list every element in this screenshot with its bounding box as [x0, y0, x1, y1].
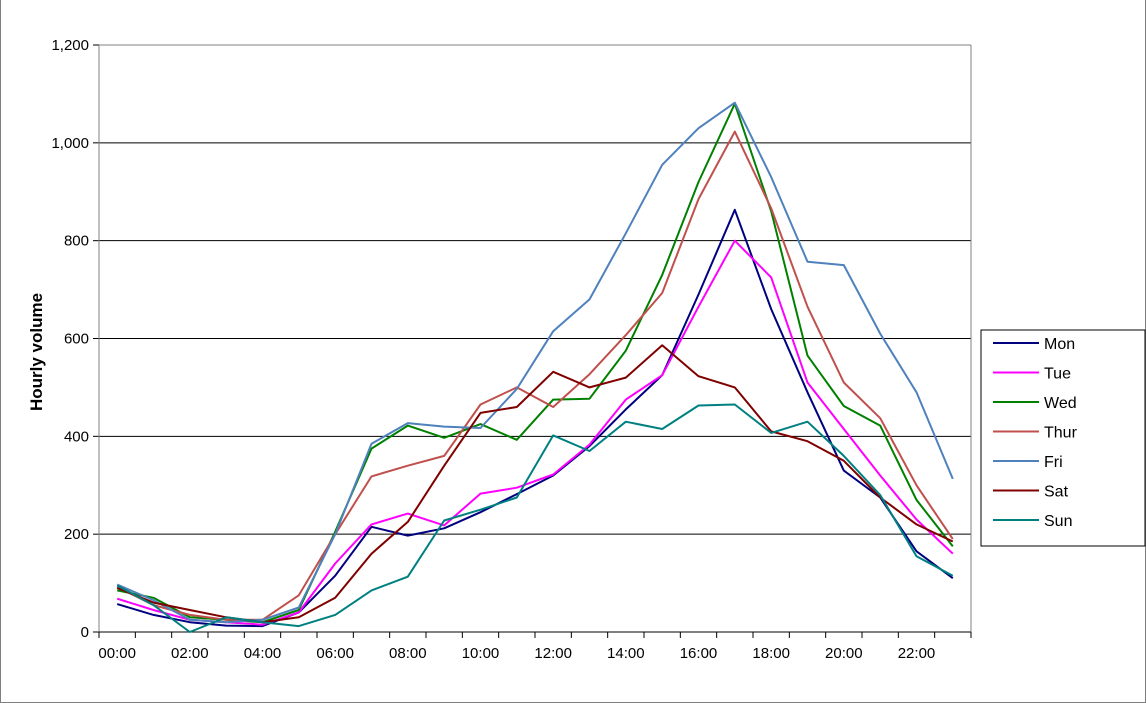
y-tick-labels: 0 200 400 600 800 1,000 1,200 [51, 37, 89, 641]
series-line-thur [116, 130, 954, 621]
legend-box [980, 329, 1146, 547]
x-tick-label: 04:00 [244, 645, 282, 662]
legend-items: Mon Tue Wed Thur Fri Sat Sun [993, 336, 1078, 530]
legend-label-mon: Mon [1044, 336, 1075, 353]
x-tick-label: 06:00 [316, 645, 354, 662]
legend-label-wed: Wed [1044, 395, 1077, 412]
y-tick-label: 0 [81, 624, 89, 641]
x-tick-label: 10:00 [462, 645, 500, 662]
series-line-tue [116, 239, 954, 626]
series-lines [116, 101, 954, 633]
x-tick-label: 02:00 [171, 645, 209, 662]
legend: Mon Tue Wed Thur Fri Sat Sun [980, 329, 1146, 547]
x-tick-label: 16:00 [680, 645, 718, 662]
legend-label-sat: Sat [1044, 484, 1069, 501]
legend-label-tue: Tue [1044, 366, 1071, 383]
series-line-sun [116, 403, 954, 633]
x-tick-label: 14:00 [607, 645, 645, 662]
x-tick-labels: 00:00 02:00 04:00 06:00 08:00 10:00 12:00 14:00… [98, 645, 935, 662]
axes [93, 44, 972, 638]
x-tick-label: 20:00 [825, 645, 863, 662]
y-tick-label: 1,000 [51, 135, 89, 152]
x-tick-label: 12:00 [534, 645, 572, 662]
series-line-wed [117, 102, 954, 624]
legend-label-sun: Sun [1044, 513, 1072, 530]
series-line-mon [116, 208, 954, 628]
y-tick-label: 800 [64, 233, 89, 250]
x-tick-label: 08:00 [389, 645, 427, 662]
y-tick-label: 400 [64, 428, 89, 445]
x-tick-label: 00:00 [98, 645, 136, 662]
y-tick-label: 1,200 [51, 37, 89, 54]
x-tick-label: 22:00 [898, 645, 936, 662]
x-tick-label: 18:00 [752, 645, 790, 662]
y-axis-title: Hourly volume [27, 293, 46, 411]
series-line-fri [116, 101, 954, 624]
legend-label-fri: Fri [1044, 454, 1063, 471]
y-tick-label: 600 [64, 331, 89, 348]
y-tick-label: 200 [64, 526, 89, 543]
legend-label-thur: Thur [1044, 425, 1078, 442]
